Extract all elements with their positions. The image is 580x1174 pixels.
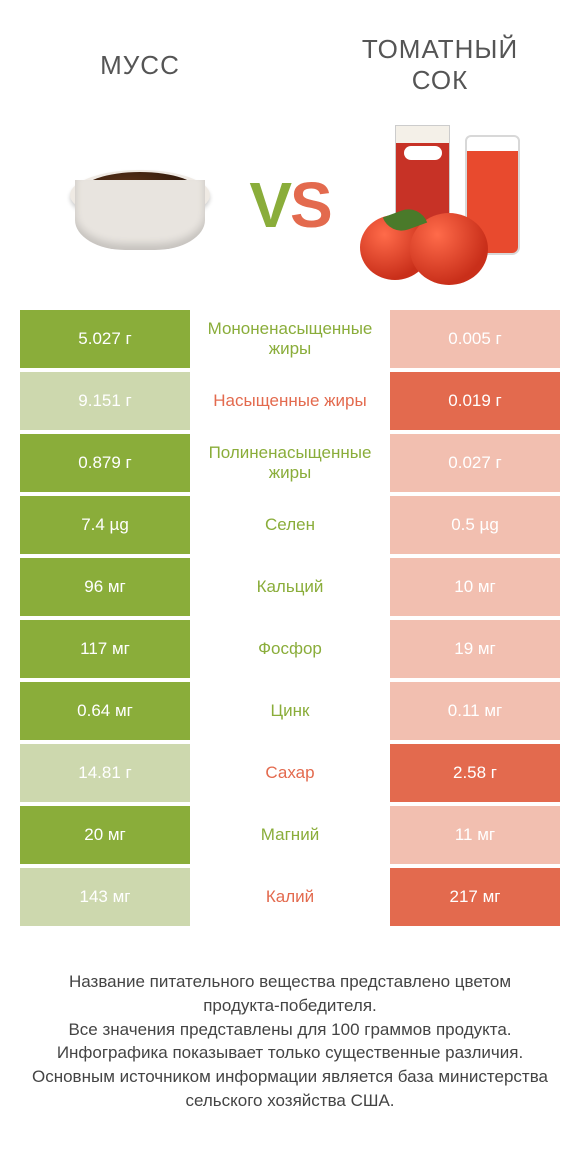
table-row: 5.027 гМононенасыщенные жиры0.005 г <box>20 310 560 368</box>
left-value: 0.879 г <box>20 434 190 492</box>
nutrient-name: Калий <box>190 868 390 926</box>
images-row: VS <box>0 120 580 310</box>
table-row: 96 мгКальций10 мг <box>20 558 560 616</box>
right-value: 10 мг <box>390 558 560 616</box>
right-value: 0.019 г <box>390 372 560 430</box>
table-row: 0.64 мгЦинк0.11 мг <box>20 682 560 740</box>
table-row: 117 мгФосфор19 мг <box>20 620 560 678</box>
right-value: 0.11 мг <box>390 682 560 740</box>
table-row: 14.81 гСахар2.58 г <box>20 744 560 802</box>
left-product-image <box>30 120 249 290</box>
footer-line: Название питательного вещества представл… <box>30 970 550 1018</box>
nutrient-name: Полиненасыщенные жиры <box>190 434 390 492</box>
nutrient-name: Мононенасыщенные жиры <box>190 310 390 368</box>
footer-line: Инфографика показывает только существенн… <box>30 1041 550 1065</box>
left-value: 0.64 мг <box>20 682 190 740</box>
table-row: 143 мгКалий217 мг <box>20 868 560 926</box>
left-value: 96 мг <box>20 558 190 616</box>
footer-notes: Название питательного вещества представл… <box>0 930 580 1113</box>
footer-line: Основным источником информации является … <box>30 1065 550 1113</box>
nutrient-name: Селен <box>190 496 390 554</box>
nutrient-name: Магний <box>190 806 390 864</box>
nutrient-name: Кальций <box>190 558 390 616</box>
left-product-title: МУСС <box>30 50 250 81</box>
right-product-image <box>331 120 550 290</box>
right-value: 217 мг <box>390 868 560 926</box>
footer-line: Все значения представлены для 100 граммо… <box>30 1018 550 1042</box>
nutrient-name: Насыщенные жиры <box>190 372 390 430</box>
vs-label: VS <box>249 168 330 242</box>
right-value: 11 мг <box>390 806 560 864</box>
header: МУСС ТОМАТНЫЙ СОК <box>0 0 580 120</box>
nutrient-name: Фосфор <box>190 620 390 678</box>
left-value: 14.81 г <box>20 744 190 802</box>
left-value: 7.4 µg <box>20 496 190 554</box>
left-value: 143 мг <box>20 868 190 926</box>
comparison-table: 5.027 гМононенасыщенные жиры0.005 г9.151… <box>0 310 580 926</box>
left-value: 5.027 г <box>20 310 190 368</box>
vs-v: V <box>249 169 290 241</box>
table-row: 20 мгМагний11 мг <box>20 806 560 864</box>
right-value: 0.027 г <box>390 434 560 492</box>
nutrient-name: Сахар <box>190 744 390 802</box>
vs-s: S <box>290 169 331 241</box>
table-row: 0.879 гПолиненасыщенные жиры0.027 г <box>20 434 560 492</box>
left-value: 9.151 г <box>20 372 190 430</box>
right-value: 0.005 г <box>390 310 560 368</box>
left-value: 20 мг <box>20 806 190 864</box>
right-value: 0.5 µg <box>390 496 560 554</box>
right-value: 2.58 г <box>390 744 560 802</box>
table-row: 7.4 µgСелен0.5 µg <box>20 496 560 554</box>
right-value: 19 мг <box>390 620 560 678</box>
right-product-title: ТОМАТНЫЙ СОК <box>330 34 550 96</box>
left-value: 117 мг <box>20 620 190 678</box>
nutrient-name: Цинк <box>190 682 390 740</box>
table-row: 9.151 гНасыщенные жиры0.019 г <box>20 372 560 430</box>
